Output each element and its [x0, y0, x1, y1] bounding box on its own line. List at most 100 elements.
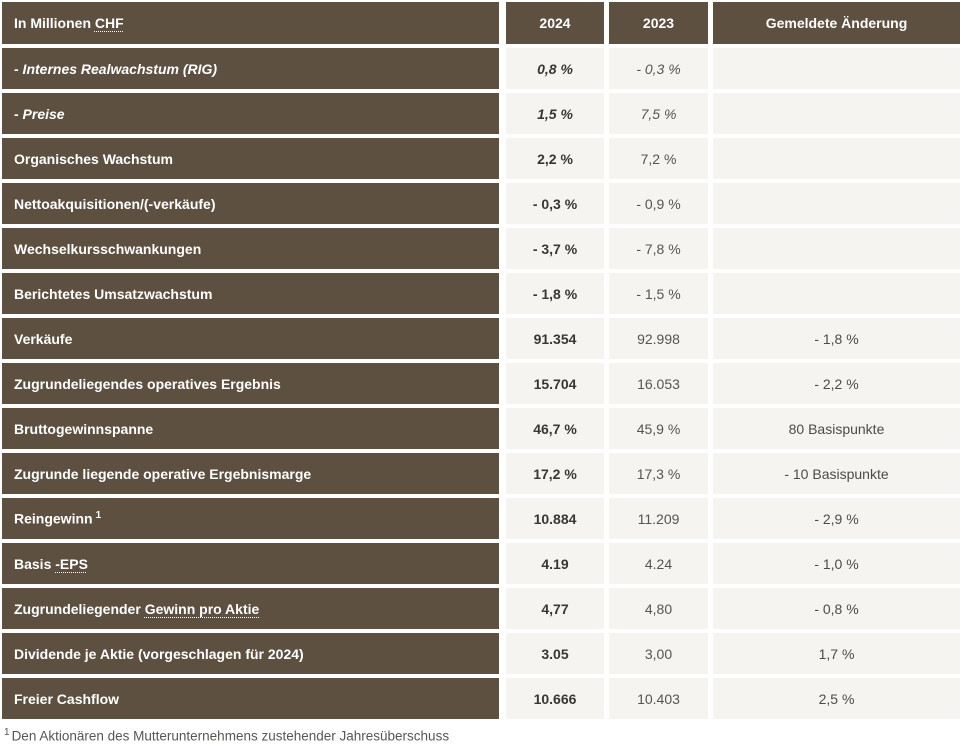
value-2023: 11.209 — [609, 498, 713, 543]
value-2023: - 7,8 % — [609, 228, 713, 273]
row-label-text: Bruttogewinnspanne — [14, 420, 154, 437]
value-2024: 4,77 — [506, 588, 609, 633]
table-row: Freier Cashflow 10.666 10.403 2,5 % — [2, 678, 960, 723]
table-row: Zugrundeliegendes operatives Ergebnis 15.… — [2, 363, 960, 408]
value-2023: 45,9 % — [609, 408, 713, 453]
value-2024: 91.354 — [506, 318, 609, 363]
value-reported-change — [713, 228, 960, 273]
table-row: Zugrundeliegender Gewinn pro Aktie 4,77 4,… — [2, 588, 960, 633]
value-2024: - 1,8 % — [506, 273, 609, 318]
row-label: Basis -EPS — [2, 543, 506, 588]
value-reported-change: - 1,8 % — [713, 318, 960, 363]
column-header-metric: In Millionen CHF — [2, 2, 506, 48]
row-label: - Preise — [2, 93, 506, 138]
value-2024: - 0,3 % — [506, 183, 609, 228]
row-label-text: - Preise — [14, 105, 65, 122]
value-reported-change: - 1,0 % — [713, 543, 960, 588]
row-label: Reingewinn 1 — [2, 498, 506, 543]
value-2024: 10.666 — [506, 678, 609, 723]
table-row: Basis -EPS 4.19 4.24- 1,0 % — [2, 543, 960, 588]
table-row: Wechselkursschwankungen - 3,7 % - 7,8 % — [2, 228, 960, 273]
row-label-text: Verkäufe — [14, 330, 73, 347]
value-2024: 3.05 — [506, 633, 609, 678]
column-header-reported-change: Gemeldete Änderung — [713, 2, 960, 48]
value-2023: - 0,9 % — [609, 183, 713, 228]
row-label-text: Wechselkursschwankungen — [14, 240, 202, 257]
value-2024: 46,7 % — [506, 408, 609, 453]
table-row: Dividende je Aktie (vorgeschlagen für 20… — [2, 633, 960, 678]
row-label: Zugrundeliegender Gewinn pro Aktie — [2, 588, 506, 633]
value-2024: 0,8 % — [506, 48, 609, 93]
value-2023: 17,3 % — [609, 453, 713, 498]
value-reported-change: 2,5 % — [713, 678, 960, 723]
table-row: Nettoakquisitionen/(-verkäufe) - 0,3 % - 0… — [2, 183, 960, 228]
table-row: - Preise 1,5 % 7,5 % — [2, 93, 960, 138]
value-2023: 7,5 % — [609, 93, 713, 138]
row-label: Organisches Wachstum — [2, 138, 506, 183]
footnote-marker: 1 — [4, 727, 10, 738]
value-2023: - 0,3 % — [609, 48, 713, 93]
value-reported-change — [713, 183, 960, 228]
row-label: Berichtetes Umsatzwachstum — [2, 273, 506, 318]
row-label-text: Basis — [14, 555, 56, 572]
row-label: Nettoakquisitionen/(-verkäufe) — [2, 183, 506, 228]
value-2023: 4,80 — [609, 588, 713, 633]
value-2024: 15.704 — [506, 363, 609, 408]
row-label-text: Zugrundeliegender — [14, 600, 145, 617]
row-label-text: Freier Cashflow — [14, 690, 120, 707]
value-reported-change: - 10 Basispunkte — [713, 453, 960, 498]
value-2024: 1,5 % — [506, 93, 609, 138]
table-row: Berichtetes Umsatzwachstum - 1,8 % - 1,5 % — [2, 273, 960, 318]
table-row: - Internes Realwachstum (RIG) 0,8 % - 0,3 … — [2, 48, 960, 93]
value-reported-change — [713, 48, 960, 93]
table-row: Reingewinn 1 10.884 11.209- 2,9 % — [2, 498, 960, 543]
column-header-2024: 2024 — [506, 2, 609, 48]
value-reported-change — [713, 138, 960, 183]
row-label-text: Berichtetes Umsatzwachstum — [14, 285, 213, 302]
row-label-text: Zugrunde liegende operative Ergebnismarg… — [14, 465, 312, 482]
row-label-abbr: Gewinn pro Aktie — [144, 600, 260, 617]
value-2023: - 1,5 % — [609, 273, 713, 318]
value-2023: 92.998 — [609, 318, 713, 363]
row-label-abbr: -EPS — [55, 555, 88, 572]
header-row: In Millionen CHF 2024 2023 Gemeldete Änd… — [2, 2, 960, 48]
value-reported-change: 1,7 % — [713, 633, 960, 678]
row-label-text: Reingewinn — [14, 510, 93, 527]
row-label-text: Zugrundeliegendes operatives Ergebnis — [14, 375, 281, 392]
header-metric-text: In Millionen — [14, 15, 95, 31]
row-label: Bruttogewinnspanne — [2, 408, 506, 453]
footnote: 1 Den Aktionären des Mutterunternehmens z… — [4, 727, 960, 744]
value-2024: 4.19 — [506, 543, 609, 588]
value-2023: 4.24 — [609, 543, 713, 588]
row-label-text: Nettoakquisitionen/(-verkäufe) — [14, 195, 216, 212]
table-row: Bruttogewinnspanne 46,7 % 45,9 % 80 Basispu… — [2, 408, 960, 453]
value-reported-change — [713, 93, 960, 138]
value-reported-change: 80 Basispunkte — [713, 408, 960, 453]
row-label-text: - Internes Realwachstum (RIG) — [14, 60, 218, 77]
value-reported-change: - 2,2 % — [713, 363, 960, 408]
row-label: Wechselkursschwankungen — [2, 228, 506, 273]
table-row: Verkäufe 91.354 92.998- 1,8 % — [2, 318, 960, 363]
value-2024: 10.884 — [506, 498, 609, 543]
row-label-text: Organisches Wachstum — [14, 150, 173, 167]
table-row: Organisches Wachstum 2,2 % 7,2 % — [2, 138, 960, 183]
value-2024: 2,2 % — [506, 138, 609, 183]
value-reported-change — [713, 273, 960, 318]
value-reported-change: - 2,9 % — [713, 498, 960, 543]
value-2023: 7,2 % — [609, 138, 713, 183]
row-label: Verkäufe — [2, 318, 506, 363]
column-header-2023: 2023 — [609, 2, 713, 48]
value-2023: 10.403 — [609, 678, 713, 723]
value-2023: 16.053 — [609, 363, 713, 408]
row-label-text: Dividende je Aktie (vorgeschlagen für 20… — [14, 645, 304, 662]
row-label: Zugrunde liegende operative Ergebnismarg… — [2, 453, 506, 498]
table-body: - Internes Realwachstum (RIG) 0,8 % - 0,3 … — [2, 48, 960, 723]
row-label: Dividende je Aktie (vorgeschlagen für 20… — [2, 633, 506, 678]
table-row: Zugrunde liegende operative Ergebnismarg… — [2, 453, 960, 498]
value-2023: 3,00 — [609, 633, 713, 678]
financial-table: In Millionen CHF 2024 2023 Gemeldete Änd… — [2, 2, 960, 723]
footnote-text: Den Aktionären des Mutterunternehmens zu… — [11, 728, 450, 744]
footnote-reference: 1 — [95, 510, 102, 522]
value-2024: - 3,7 % — [506, 228, 609, 273]
